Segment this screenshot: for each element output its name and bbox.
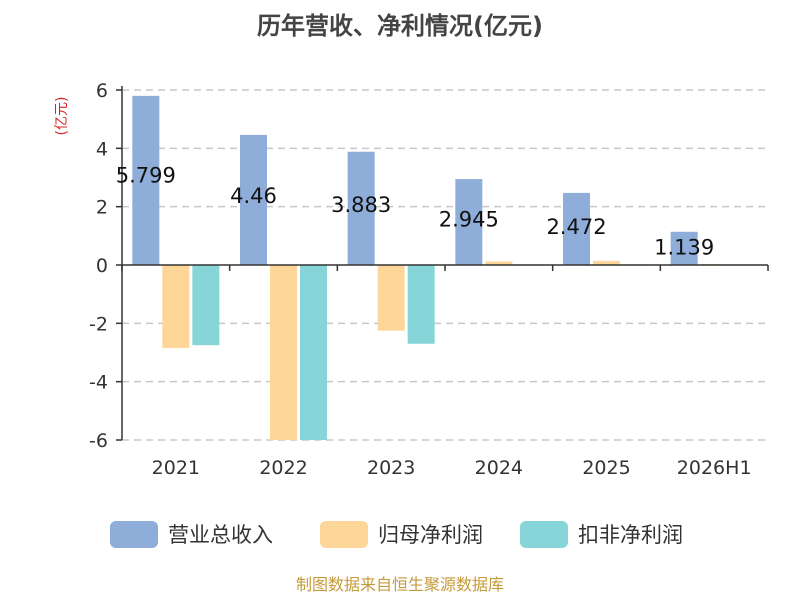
- bars-layer: [132, 95, 758, 440]
- bar-1-2024[interactable]: [485, 261, 513, 266]
- y-tick-label: -6: [89, 430, 108, 452]
- bar-0-2022[interactable]: [240, 134, 267, 265]
- bar-1-2025[interactable]: [593, 260, 620, 265]
- x-tick-label: 2025: [582, 457, 630, 479]
- x-tick-label: 2024: [475, 457, 523, 479]
- bar-1-2022[interactable]: [270, 265, 297, 440]
- legend-label: 营业总收入: [168, 523, 273, 547]
- y-tick-label: -2: [89, 313, 108, 335]
- legend-label: 归母净利润: [378, 523, 483, 547]
- x-tick-label: 2026H1: [677, 457, 752, 479]
- legend-swatch: [110, 521, 158, 548]
- bar-2-2023[interactable]: [407, 265, 435, 344]
- legend-item[interactable]: 扣非净利润: [520, 521, 683, 548]
- x-tick-label: 2022: [259, 457, 307, 479]
- legend-swatch: [320, 521, 368, 548]
- data-labels-layer: 5.799 4.46 3.883 2.945 2.472 1.139: [116, 163, 714, 259]
- bar-2-2022[interactable]: [300, 265, 327, 440]
- legend-swatch: [520, 521, 568, 548]
- data-source-note: 制图数据来自恒生聚源数据库: [296, 575, 504, 594]
- bar-0-2025[interactable]: [563, 192, 590, 265]
- bar-2-2021[interactable]: [192, 265, 220, 346]
- chart-title: 历年营收、净利情况(亿元): [257, 12, 543, 40]
- data-label: 4.46: [230, 184, 277, 208]
- data-label: 2.945: [439, 207, 499, 231]
- y-tick-label: 6: [96, 80, 108, 102]
- legend[interactable]: 营业总收入 归母净利润 扣非净利润: [110, 521, 683, 548]
- x-tick-label: 2021: [152, 457, 200, 479]
- bar-0-2023[interactable]: [347, 151, 375, 265]
- axis-layer: 6 4 2 0 -2 -4 -6 2021 2022 2023 2024 2025 2026H1: [89, 80, 769, 479]
- bar-0-2021[interactable]: [132, 95, 160, 265]
- legend-item[interactable]: 营业总收入: [110, 521, 273, 548]
- bar-0-2024[interactable]: [455, 179, 483, 265]
- y-tick-label: 2: [96, 197, 108, 219]
- data-label: 1.139: [654, 235, 714, 259]
- bar-0-2026H1[interactable]: [670, 231, 698, 265]
- legend-label: 扣非净利润: [578, 523, 683, 547]
- legend-item[interactable]: 归母净利润: [320, 521, 483, 548]
- y-tick-label: -4: [89, 372, 108, 394]
- data-label: 3.883: [331, 193, 391, 217]
- y-tick-label: 4: [96, 138, 108, 160]
- data-label: 2.472: [546, 215, 606, 239]
- data-label: 5.799: [116, 163, 176, 187]
- bar-1-2023[interactable]: [377, 265, 405, 331]
- bar-1-2021[interactable]: [162, 265, 190, 349]
- y-tick-label: 0: [96, 255, 108, 277]
- y-axis-unit-label: (亿元): [54, 97, 70, 136]
- x-tick-label: 2023: [367, 457, 415, 479]
